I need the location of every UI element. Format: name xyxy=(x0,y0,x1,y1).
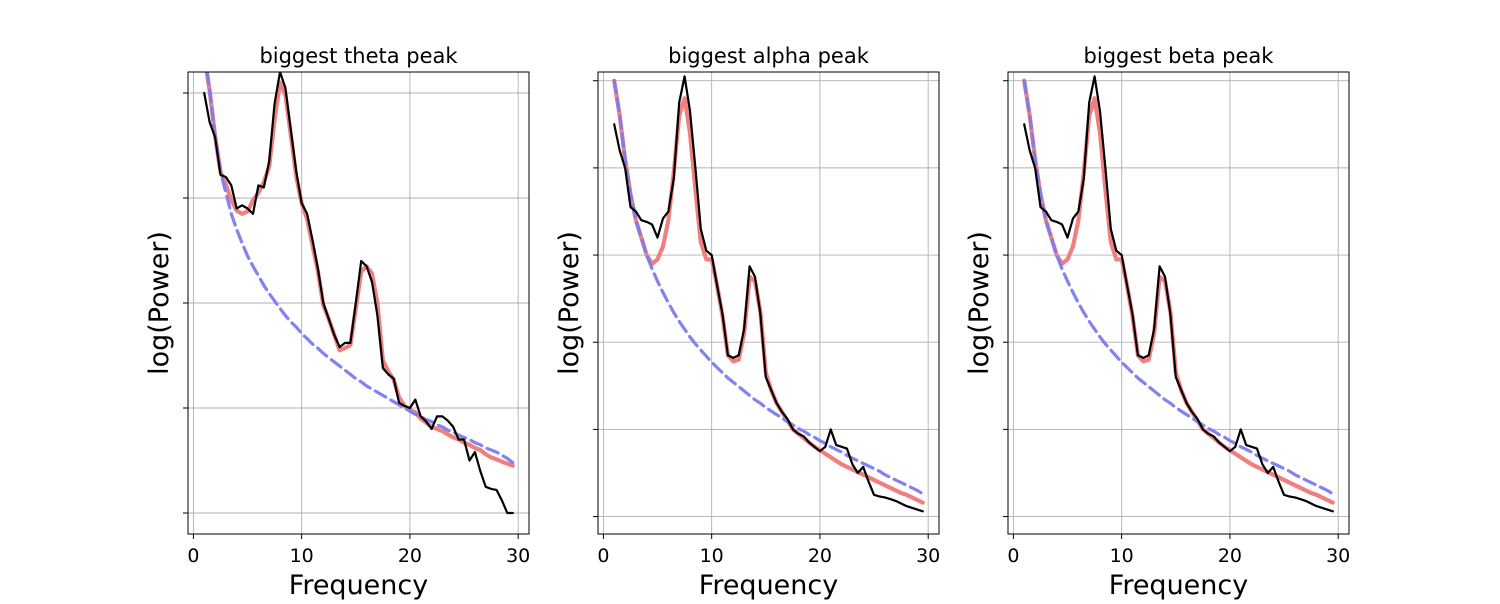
y-axis-label: log(Power) xyxy=(964,231,995,375)
y-axis-label: log(Power) xyxy=(144,231,175,375)
chart-title: biggest alpha peak xyxy=(668,44,870,68)
x-tick-label: 10 xyxy=(700,545,724,567)
x-tick-label: 0 xyxy=(1007,545,1019,567)
chart-title: biggest beta peak xyxy=(1084,44,1275,68)
x-tick-label: 30 xyxy=(1326,545,1350,567)
panel-1: 0 10 20 30 biggest theta peak Frequency log(Po… xyxy=(144,44,530,601)
model-series-line xyxy=(204,72,515,468)
x-tick-label: 30 xyxy=(506,545,530,567)
x-tick-label: 30 xyxy=(916,545,940,567)
data-series-line xyxy=(203,72,514,515)
x-tick-label: 0 xyxy=(597,545,609,567)
x-tick-label: 20 xyxy=(1218,545,1242,567)
data-series-line xyxy=(1023,75,1334,513)
aperiodic-series-line xyxy=(1022,79,1335,496)
y-axis-label: log(Power) xyxy=(554,231,585,375)
x-tick-label: 20 xyxy=(808,545,832,567)
aperiodic-series-line xyxy=(612,79,925,496)
data-series-line xyxy=(613,75,924,513)
aperiodic-series-line xyxy=(205,72,515,465)
model-series-line xyxy=(612,78,925,505)
chart-title: biggest theta peak xyxy=(259,44,458,68)
x-tick-label: 20 xyxy=(398,545,422,567)
x-tick-label: 10 xyxy=(1110,545,1134,567)
model-series-line xyxy=(1022,78,1335,505)
axes-frame xyxy=(597,71,940,535)
x-tick-label: 0 xyxy=(187,545,199,567)
panel-2: 0 10 20 30 biggest alpha peak Frequency log(Po… xyxy=(554,44,940,601)
x-axis-label: Frequency xyxy=(1109,570,1249,600)
axes-frame xyxy=(1007,71,1350,535)
x-axis-label: Frequency xyxy=(699,570,839,600)
panel-3: 0 10 20 30 biggest beta peak Frequency log(Pow… xyxy=(964,44,1350,601)
x-tick-label: 10 xyxy=(290,545,314,567)
x-axis-label: Frequency xyxy=(289,570,429,600)
